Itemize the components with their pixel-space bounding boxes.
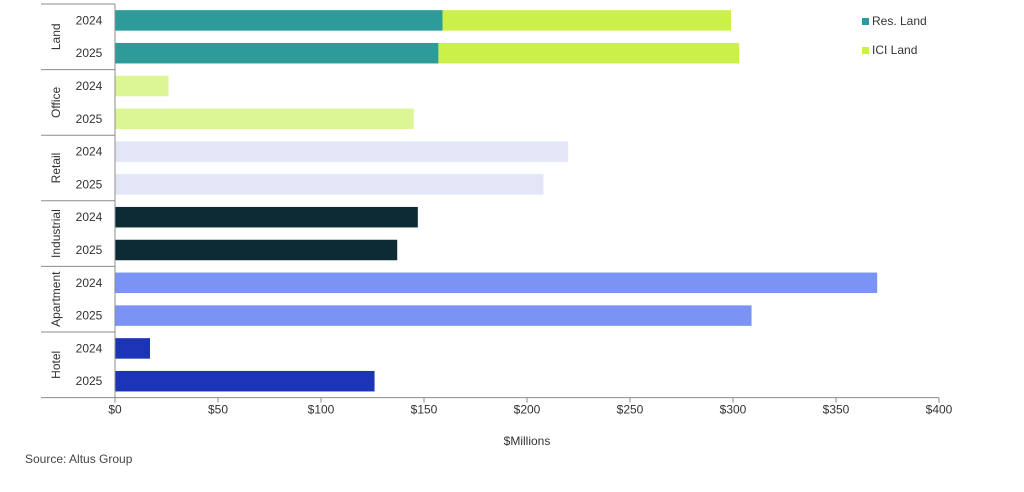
x-tick-label-50: $50 <box>208 403 228 417</box>
bar-land-2024-res-land <box>115 10 443 31</box>
x-tick-label-350: $350 <box>823 403 850 417</box>
year-label-office-2024: 2024 <box>76 79 103 93</box>
bar-land-2024-ici-land <box>442 10 731 31</box>
bar-land-2025-res-land <box>115 42 439 64</box>
group-label-office: Office <box>49 87 63 118</box>
source-note: Source: Altus Group <box>25 452 133 466</box>
group-label-land: Land <box>49 23 63 50</box>
year-label-hotel-2025: 2025 <box>76 374 103 388</box>
bar-land-2025-ici-land <box>438 42 740 64</box>
x-tick-label-0: $0 <box>108 403 122 417</box>
x-tick-label-150: $150 <box>411 403 438 417</box>
year-label-apartment-2024: 2024 <box>76 276 103 290</box>
bar-industrial-2024-industrial <box>115 206 418 228</box>
bar-office-2024-office <box>115 75 169 97</box>
legend-swatch-res-land <box>862 17 869 25</box>
group-label-industrial: Industrial <box>49 209 63 258</box>
year-label-land-2025: 2025 <box>76 46 103 60</box>
group-label-retail: Retail <box>49 153 63 184</box>
year-label-industrial-2025: 2025 <box>76 243 103 257</box>
x-axis-title: $Millions <box>504 434 551 448</box>
x-tick-label-300: $300 <box>720 403 747 417</box>
bar-office-2025-office <box>115 108 414 130</box>
bar-retail-2024-retail <box>115 141 569 162</box>
group-label-apartment: Apartment <box>49 271 63 327</box>
year-label-industrial-2024: 2024 <box>76 210 103 224</box>
year-label-retail-2025: 2025 <box>76 177 103 191</box>
legend-label-res-land: Res. Land <box>872 14 927 28</box>
bar-hotel-2025-hotel <box>115 370 375 392</box>
bar-industrial-2025-industrial <box>115 239 398 261</box>
year-label-apartment-2025: 2025 <box>76 309 103 323</box>
legend: Res. Land ICI Land <box>862 12 927 70</box>
bar-apartment-2024-apartment <box>115 272 878 294</box>
year-label-retail-2024: 2024 <box>76 145 103 159</box>
legend-item-res-land: Res. Land <box>862 12 927 30</box>
year-label-land-2024: 2024 <box>76 13 103 27</box>
bar-hotel-2024-hotel <box>115 338 151 359</box>
bar-apartment-2025-apartment <box>115 305 752 326</box>
legend-label-ici-land: ICI Land <box>872 43 918 57</box>
x-tick-label-100: $100 <box>308 403 335 417</box>
bar-retail-2025-retail <box>115 174 544 195</box>
legend-swatch-ici-land <box>862 46 869 54</box>
group-label-hotel: Hotel <box>49 351 63 379</box>
x-tick-label-250: $250 <box>617 403 644 417</box>
legend-item-ici-land: ICI Land <box>862 41 927 59</box>
year-label-office-2025: 2025 <box>76 112 103 126</box>
x-tick-label-400: $400 <box>926 403 953 417</box>
year-label-hotel-2024: 2024 <box>76 341 103 355</box>
x-tick-label-200: $200 <box>514 403 541 417</box>
